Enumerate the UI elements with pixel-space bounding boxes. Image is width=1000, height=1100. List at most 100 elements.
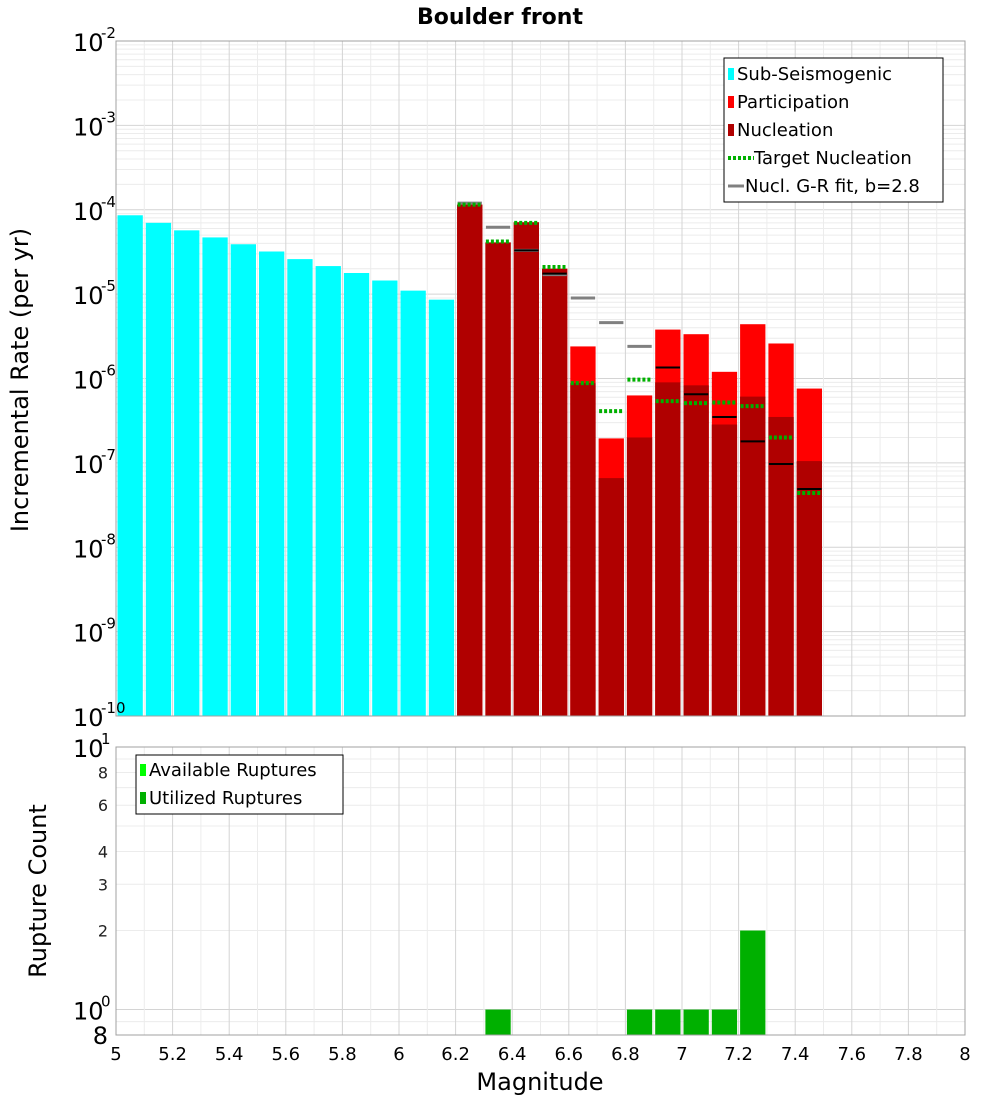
y-tick-exponent: -2 [101,24,116,42]
y-tick-label: 10-3 [73,108,116,141]
y-tick-exponent: -6 [101,362,116,380]
utilized-ruptures-bar [740,930,766,1035]
x-tick-label: 7.2 [724,1044,753,1065]
bottom-y-axis-title: Rupture Count [24,804,52,978]
top-plot-bars [117,204,822,717]
bottom-plot-frame [115,746,966,1036]
x-axis-title: Magnitude [476,1068,603,1096]
nucleation-bar [683,385,709,716]
y-tick-label: 10-5 [73,277,116,310]
legend-label: Participation [737,92,849,113]
x-tick-label: 5.2 [158,1044,187,1065]
y-tick-exponent: -9 [101,615,116,633]
legend-swatch [728,124,734,136]
y-tick-label: 10-9 [73,615,116,648]
y-tick-base: 10 [73,535,104,563]
nucleation-bar [542,268,568,716]
y-tick-exponent: -4 [101,193,116,211]
y-minor-tick-label: 4 [98,842,108,861]
x-tick-label: 5.4 [215,1044,244,1065]
x-tick-label: 6.4 [498,1044,527,1065]
y-tick-label: 10-8 [73,530,116,563]
sub-seismogenic-bar [259,251,285,716]
nucleation-bar [796,461,822,716]
y-tick-exponent: -10 [101,699,126,717]
utilized-ruptures-bar [485,1009,511,1035]
y-tick-base: 10 [73,998,104,1026]
nucleation-bar [598,478,624,716]
bottom-plot-bars [485,930,766,1035]
y-tick-base: 10 [73,620,104,648]
y-tick-base: 10 [73,198,104,226]
y-tick-exponent: -7 [101,446,116,464]
y-tick-exponent: -3 [101,108,116,126]
y-tick-base: 10 [73,367,104,395]
y-tick-label: 10-4 [73,193,116,226]
y-tick-base: 10 [73,29,104,57]
legend-swatch [728,96,734,108]
x-tick-label: 6 [393,1044,404,1065]
x-tick-label: 8 [959,1044,970,1065]
x-tick-label: 5.8 [328,1044,357,1065]
x-tick-label: 7 [676,1044,687,1065]
nucleation-bar [711,424,738,716]
nucleation-bar [740,396,766,716]
y-tick-exponent: 1 [101,730,111,748]
y-tick-label: 10-7 [73,446,116,479]
sub-seismogenic-bar [174,230,200,716]
sub-seismogenic-bar [400,290,426,716]
sub-seismogenic-bar [343,272,370,716]
sub-seismogenic-bar [287,259,313,716]
sub-seismogenic-bar [315,266,341,716]
top-plot-markers [457,201,822,495]
nucleation-bar [457,204,483,717]
y-tick-base: 10 [73,735,104,763]
bottom-legend: Available Ruptures Utilized Ruptures [135,754,344,815]
sub-seismogenic-bar [230,244,256,717]
utilized-ruptures-bar [655,1009,681,1035]
utilized-ruptures-bar [683,1009,709,1035]
x-tick-label: 6.6 [554,1044,583,1065]
top-y-axis-title: Incremental Rate (per yr) [6,228,34,532]
legend-label: Target Nucleation [753,148,912,169]
x-tick-label: 7.8 [894,1044,923,1065]
top-legend: Sub-Seismogenic Participation Nucleation T… [723,57,944,203]
y-tick-label: 100 [73,993,111,1026]
legend-swatch [140,764,146,776]
x-tick-label: 5.6 [271,1044,300,1065]
y-tick-base: 10 [73,704,104,732]
sub-seismogenic-bar [202,237,228,716]
legend-label: Utilized Ruptures [149,788,302,809]
nucleation-bar [485,242,511,716]
y-tick-base: 10 [73,282,104,310]
chart-title: Boulder front [417,5,583,30]
top-plot-frame [115,40,966,717]
nucleation-bar [768,416,794,716]
legend-swatch [728,68,734,80]
y-tick-exponent: -8 [101,530,116,548]
y-tick-base: 10 [73,451,104,479]
legend-box [723,57,944,203]
x-tick-labels: 5 5.2 5.4 5.6 5.8 6 6.2 6.4 6.6 6.8 7 7.2 7.4 7.6 7.8 8 [110,1044,970,1065]
x-tick-label: 7.6 [837,1044,866,1065]
utilized-ruptures-bar [626,1009,653,1035]
y-bottom-tick-label: 8 [93,1022,108,1050]
y-tick-exponent: 0 [101,993,111,1011]
y-minor-tick-label: 6 [98,796,108,815]
legend-swatch [140,792,146,804]
x-tick-label: 5 [110,1044,121,1065]
y-tick-base: 10 [73,113,104,141]
sub-seismogenic-bar [428,299,455,716]
y-tick-label: 101 [73,730,111,763]
x-tick-label: 7.4 [781,1044,810,1065]
legend-box [135,754,344,815]
x-tick-label: 6.2 [441,1044,470,1065]
sub-seismogenic-bar [372,280,398,716]
y-minor-tick-label: 2 [98,922,108,941]
nucleation-bar [655,382,681,716]
legend-label: Nucleation [737,120,833,141]
sub-seismogenic-bar [145,222,172,716]
